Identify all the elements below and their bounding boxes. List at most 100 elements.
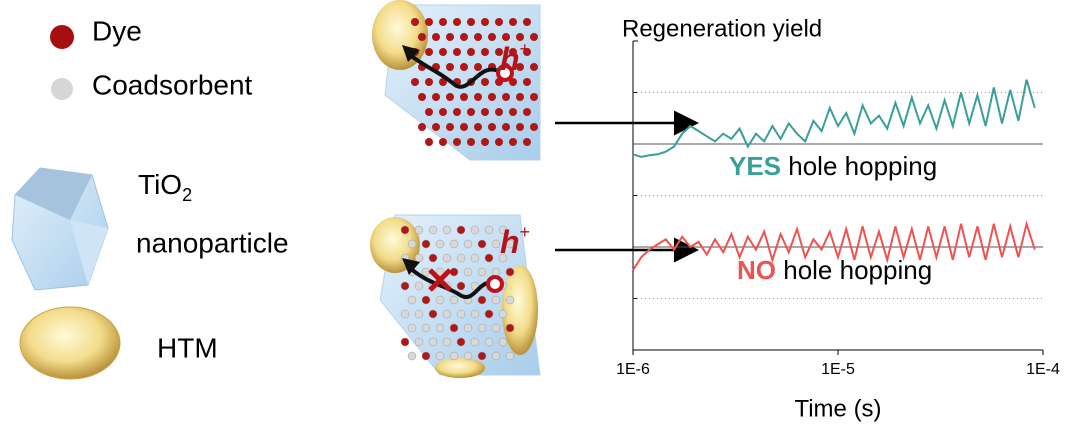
dot [443,310,451,318]
dye-dot [481,108,489,116]
dot [499,338,507,346]
dye-dot [439,138,447,146]
x-tick-label: 1E-6 [616,361,650,378]
dye-dot [446,93,454,101]
panel-yes [372,0,540,160]
hole-label: h+ [500,222,530,261]
dot [471,338,479,346]
dye-dot [523,108,531,116]
dot [506,352,514,360]
charge: + [520,222,531,242]
dye-dot [523,78,531,86]
dot [492,324,500,332]
dye-dot [502,123,510,131]
dot [415,254,423,262]
dot [471,310,479,318]
dye-dot [495,138,503,146]
dot [450,352,458,360]
legend-label: Dye [92,15,142,46]
dot [492,240,500,248]
dot [485,226,493,234]
dye-dot [509,138,517,146]
dot [429,254,437,262]
dot [471,226,479,234]
dye-dot [453,108,461,116]
dye-dot [439,108,447,116]
dot [478,296,486,304]
charge: + [520,39,531,59]
dye-dot [509,18,517,26]
dye-dot [418,33,426,41]
dye-dot [411,18,419,26]
dot [450,240,458,248]
dot [464,268,472,276]
dye-dot [481,48,489,56]
dye-dot [467,48,475,56]
dye-dot [460,123,468,131]
dot [492,352,500,360]
dye-dot [495,18,503,26]
dye-dot [425,78,433,86]
dot [415,282,423,290]
dye-dot [453,48,461,56]
series-line [633,80,1035,157]
dot [485,310,493,318]
dot [450,324,458,332]
page: {"legend": {"dye": "Dye", "coadsorbent":… [0,0,1079,427]
dye-dot [523,18,531,26]
dye-dot [425,48,433,56]
dye-dot [418,123,426,131]
dot [408,352,416,360]
dye-swatch [50,25,74,49]
dot [506,324,514,332]
dot [464,352,472,360]
legend-label: HTM [157,332,218,363]
dye-dot [425,108,433,116]
dye-dot [502,33,510,41]
keyword: NO [737,255,776,285]
dye-dot [530,63,538,71]
dye-dot [474,123,482,131]
x-tick-label: 1E-4 [1026,361,1060,378]
dye-dot [516,123,524,131]
y-axis-title: Regeneration yield [622,15,822,42]
dot [457,338,465,346]
dot [478,240,486,248]
dot [443,338,451,346]
dye-dot [432,93,440,101]
dot [478,268,486,276]
figure: Dye Coadsorbent TiO2 nanoparticle HTM h+… [0,0,1079,427]
dot [485,254,493,262]
dye-dot [432,123,440,131]
dye-dot [425,138,433,146]
dot [401,226,409,234]
annotation: NO hole hopping [737,255,932,285]
dot [436,296,444,304]
dot [478,352,486,360]
dye-dot [523,138,531,146]
dot [415,226,423,234]
dye-dot [439,18,447,26]
dye-dot [460,93,468,101]
dot [492,296,500,304]
carrier: h [500,224,520,260]
annotation-text: hole hopping [783,255,932,285]
dot [499,310,507,318]
coadsorbent-swatch [51,78,73,100]
dot [471,254,479,262]
dye-dot [488,33,496,41]
dot [506,268,514,276]
dye-dot [481,138,489,146]
dye-dot [502,93,510,101]
dot [436,352,444,360]
annotation-text: hole hopping [788,151,937,181]
dot [457,310,465,318]
dye-dot [474,33,482,41]
dot [464,324,472,332]
dye-dot [460,63,468,71]
dye-dot [488,93,496,101]
dot [429,226,437,234]
dot [457,282,465,290]
dot [436,240,444,248]
